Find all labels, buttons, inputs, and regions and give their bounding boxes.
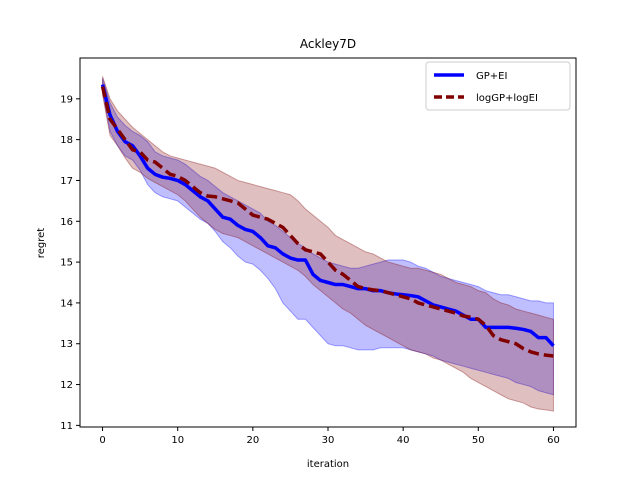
x-axis-title: iteration	[307, 459, 349, 470]
y-tick-label: 16	[60, 217, 73, 228]
x-axis-ticks: 0 10 20 30 40 50 60	[99, 427, 560, 446]
x-tick-label: 10	[171, 435, 184, 446]
band-gp-ei	[102, 78, 554, 396]
x-tick-label: 0	[99, 435, 105, 446]
x-tick-label: 50	[472, 435, 485, 446]
y-tick-label: 19	[60, 94, 73, 105]
chart-title: Ackley7D	[300, 37, 356, 51]
y-tick-label: 12	[60, 380, 73, 391]
y-axis-ticks: 11 12 13 14 15 16 17 18 19	[60, 94, 80, 432]
x-tick-label: 40	[397, 435, 410, 446]
y-tick-label: 15	[60, 258, 73, 269]
y-tick-label: 14	[60, 298, 73, 309]
x-tick-label: 30	[322, 435, 335, 446]
x-tick-label: 20	[246, 435, 259, 446]
series-line-loggp-logei	[100, 86, 554, 358]
legend: GP+EI logGP+logEI	[425, 61, 571, 111]
band-loggp-logei	[102, 76, 554, 412]
y-axis-title: regret	[36, 228, 47, 258]
y-tick-label: 17	[60, 176, 73, 187]
legend-label-gp-ei: GP+EI	[476, 71, 507, 82]
confidence-bands	[102, 76, 554, 412]
y-tick-label: 13	[60, 339, 73, 350]
x-tick-label: 60	[547, 435, 560, 446]
series-lines	[100, 84, 555, 358]
y-tick-label: 18	[60, 135, 73, 146]
y-tick-label: 11	[60, 421, 73, 432]
legend-label-loggp-logei: logGP+logEI	[476, 93, 538, 104]
